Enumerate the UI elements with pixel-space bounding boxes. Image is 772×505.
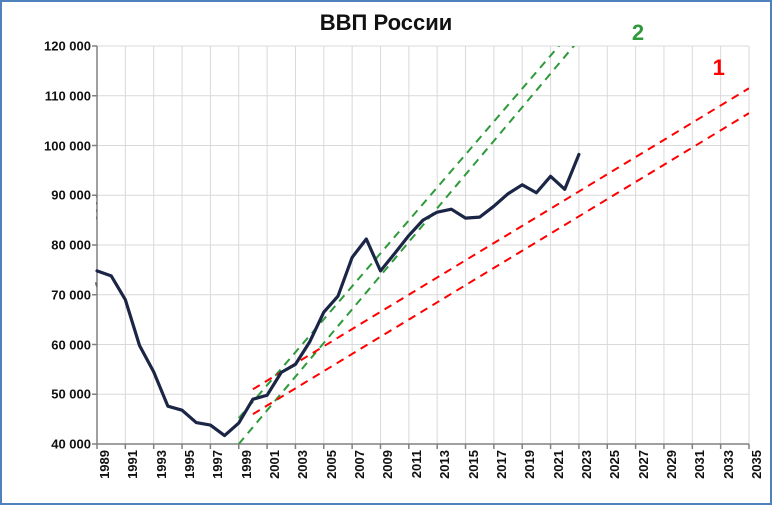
y-tick-label: 40 000 — [51, 437, 91, 452]
y-tick-label: 50 000 — [51, 387, 91, 402]
x-tick-label: 1999 — [239, 450, 254, 479]
x-tick-label: 2023 — [579, 450, 594, 479]
x-tick-label: 2025 — [607, 450, 622, 479]
trend1-label: 1 — [713, 55, 725, 81]
x-tick-label: 2009 — [380, 450, 395, 479]
y-tick-label: 70 000 — [51, 287, 91, 302]
y-tick-label: 100 000 — [44, 138, 91, 153]
x-tick-label: 2013 — [437, 450, 452, 479]
x-tick-label: 2029 — [664, 450, 679, 479]
x-tick-label: 2033 — [721, 450, 736, 479]
plot-svg — [97, 46, 749, 444]
x-tick-label: 2031 — [692, 450, 707, 479]
x-tick-label: 1997 — [210, 450, 225, 479]
y-tick-label: 110 000 — [45, 88, 91, 103]
x-tick-label: 2011 — [409, 450, 424, 478]
x-tick-label: 1991 — [125, 450, 140, 479]
x-tick-label: 2017 — [494, 450, 509, 479]
x-tick-label: 2035 — [749, 450, 764, 479]
x-tick-label: 1989 — [97, 450, 112, 479]
x-tick-label: 2027 — [636, 450, 651, 479]
x-tick-label: 2003 — [295, 450, 310, 479]
x-tick-label: 2021 — [551, 450, 566, 479]
x-tick-label: 2007 — [352, 450, 367, 479]
x-tick-label: 2005 — [324, 450, 339, 479]
y-tick-label: 90 000 — [51, 188, 91, 203]
chart-title: ВВП России — [2, 10, 770, 36]
x-tick-label: 1993 — [154, 450, 169, 479]
x-tick-label: 2001 — [267, 450, 282, 479]
y-tick-label: 80 000 — [51, 238, 91, 253]
x-tick-label: 2015 — [466, 450, 481, 479]
plot-area: 40 00050 00060 00070 00080 00090 000100 … — [97, 46, 749, 444]
y-tick-label: 60 000 — [51, 337, 91, 352]
chart-frame: ВВП России млрд. руб. в ценах 2016 года … — [0, 0, 772, 505]
trend2-label: 2 — [632, 20, 644, 46]
y-tick-label: 120 000 — [44, 39, 91, 54]
x-tick-label: 2019 — [522, 450, 537, 479]
x-tick-label: 1995 — [182, 450, 197, 479]
